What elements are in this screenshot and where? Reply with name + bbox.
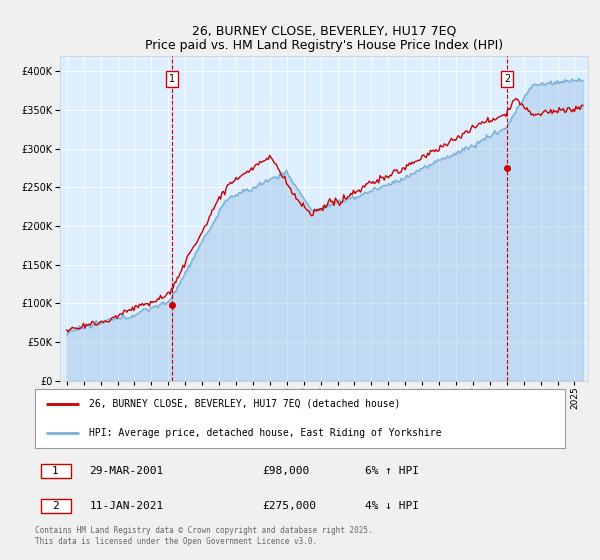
Text: 1: 1 (52, 466, 59, 476)
Text: 6% ↑ HPI: 6% ↑ HPI (365, 466, 419, 476)
FancyBboxPatch shape (41, 464, 71, 478)
Title: 26, BURNEY CLOSE, BEVERLEY, HU17 7EQ
Price paid vs. HM Land Registry's House Pri: 26, BURNEY CLOSE, BEVERLEY, HU17 7EQ Pri… (145, 24, 503, 52)
Text: 2: 2 (52, 501, 59, 511)
Text: Contains HM Land Registry data © Crown copyright and database right 2025.
This d: Contains HM Land Registry data © Crown c… (35, 526, 373, 546)
Text: 26, BURNEY CLOSE, BEVERLEY, HU17 7EQ (detached house): 26, BURNEY CLOSE, BEVERLEY, HU17 7EQ (de… (89, 399, 401, 409)
Text: 29-MAR-2001: 29-MAR-2001 (89, 466, 164, 476)
FancyBboxPatch shape (35, 389, 565, 448)
Text: 4% ↓ HPI: 4% ↓ HPI (365, 501, 419, 511)
Text: HPI: Average price, detached house, East Riding of Yorkshire: HPI: Average price, detached house, East… (89, 428, 442, 438)
Text: 11-JAN-2021: 11-JAN-2021 (89, 501, 164, 511)
FancyBboxPatch shape (41, 499, 71, 513)
Text: £275,000: £275,000 (262, 501, 316, 511)
Text: 1: 1 (169, 74, 175, 84)
Text: 2: 2 (505, 74, 511, 84)
Text: £98,000: £98,000 (262, 466, 310, 476)
